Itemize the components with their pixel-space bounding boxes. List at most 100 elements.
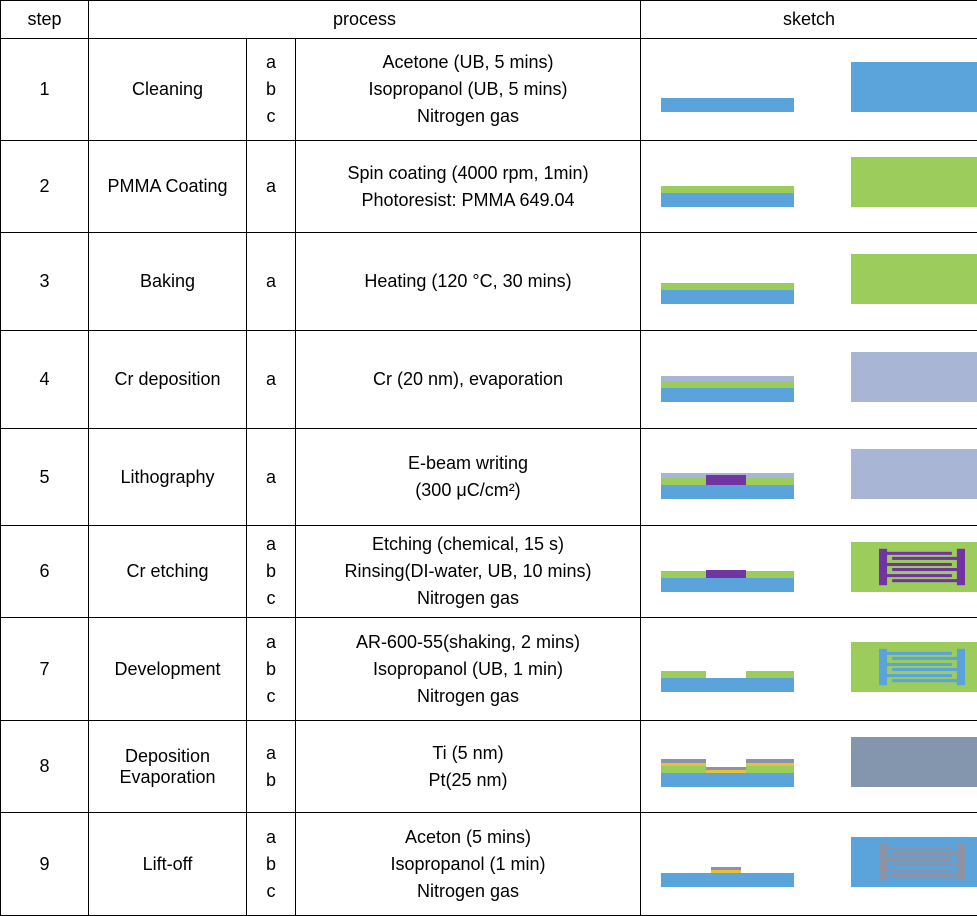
table-row: 3 Baking a Heating (120 °C, 30 mins) <box>0 232 977 331</box>
sketch <box>661 352 977 402</box>
item-text: Nitrogen gas <box>416 880 520 901</box>
table-row: 9 Lift-off a b c Aceton (5 mins) Isopropanol (… <box>0 812 977 916</box>
layer <box>746 759 794 763</box>
layer <box>661 678 794 692</box>
item-label: c <box>266 880 276 901</box>
layer <box>661 376 794 381</box>
item-text: Pt(25 nm) <box>428 769 508 790</box>
item-text: Isopropanol (UB, 5 mins) <box>368 79 568 99</box>
table-row: 2 PMMA Coating a Spin coating (4000 rpm, 1m… <box>0 140 977 233</box>
layer <box>661 98 794 112</box>
layer <box>661 290 794 304</box>
item-text: Aceton (5 mins) <box>404 826 532 847</box>
sketch <box>661 449 977 499</box>
item-label: b <box>265 561 276 581</box>
layer <box>661 193 794 207</box>
item-texts: Acetone (UB, 5 mins) Isopropanol (UB, 5 m… <box>295 38 641 141</box>
item-labels: a <box>246 232 296 331</box>
item-label: c <box>266 588 276 608</box>
item-label: a <box>265 369 276 389</box>
header-cell: sketch <box>640 0 977 39</box>
sketch <box>661 837 977 887</box>
item-texts: Heating (120 °C, 30 mins) <box>295 232 641 331</box>
layer <box>711 867 741 870</box>
item-text: Acetone (UB, 5 mins) <box>382 52 554 72</box>
sketch <box>661 157 977 207</box>
table-row: 6 Cr etching a b c Etching (chemical, 15 s) Ri… <box>0 525 977 618</box>
sketch-cell <box>640 140 977 233</box>
layer <box>661 578 794 592</box>
table-row: 8 Deposition Evaporation a b Ti (5 nm) Pt(25 … <box>0 720 977 813</box>
item-label: a <box>265 534 276 554</box>
layer <box>661 763 706 766</box>
item-texts: AR-600-55(shaking, 2 mins) Isopropanol (U… <box>295 617 641 721</box>
table-row: 5 Lithography a E-beam writing (300 μC/cm²) <box>0 428 977 526</box>
layer <box>661 773 794 787</box>
step-cell: 8 <box>0 720 89 813</box>
step-cell: 5 <box>0 428 89 526</box>
item-texts: E-beam writing (300 μC/cm²) <box>295 428 641 526</box>
table-body: 1 Cleaning a b c Acetone (UB, 5 mins) Isopropa… <box>0 38 977 916</box>
item-text: Heating (120 °C, 30 mins) <box>364 271 572 291</box>
sketch-cell <box>640 330 977 429</box>
table-row: 4 Cr deposition a Cr (20 nm), evaporation <box>0 330 977 429</box>
item-label: b <box>265 853 276 874</box>
layer <box>851 157 977 207</box>
item-text: Isopropanol (1 min) <box>390 853 546 874</box>
item-label: a <box>265 271 276 291</box>
item-label: a <box>265 176 276 196</box>
layer <box>661 186 794 193</box>
header-cell: process <box>88 0 641 39</box>
item-labels: a <box>246 140 296 233</box>
step-name: Lithography <box>88 428 247 526</box>
item-text: Rinsing(DI-water, UB, 10 mins) <box>344 561 592 581</box>
step-cell: 3 <box>0 232 89 331</box>
item-texts: Ti (5 nm) Pt(25 nm) <box>295 720 641 813</box>
step-name: Deposition Evaporation <box>88 720 247 813</box>
layer <box>851 642 977 692</box>
item-texts: Etching (chemical, 15 s) Rinsing(DI-water… <box>295 525 641 618</box>
layer <box>661 671 706 678</box>
item-label: c <box>266 106 276 126</box>
table-row: 7 Development a b c AR-600-55(shaking, 2 mins… <box>0 617 977 721</box>
sketch-cell <box>640 232 977 331</box>
item-label: a <box>265 631 276 652</box>
layer <box>851 837 977 887</box>
item-label: a <box>265 466 276 487</box>
item-labels: a <box>246 428 296 526</box>
item-text: E-beam writing (300 μC/cm²) <box>407 453 529 500</box>
item-label: a <box>265 742 276 763</box>
layer <box>851 542 977 592</box>
item-text: Nitrogen gas <box>416 685 520 706</box>
sketch-cell <box>640 617 977 721</box>
step-cell: 4 <box>0 330 89 429</box>
layer <box>851 352 977 402</box>
item-label: a <box>265 52 276 72</box>
layer <box>706 570 746 578</box>
step-name: Baking <box>88 232 247 331</box>
sketch-cell <box>640 38 977 141</box>
step-cell: 9 <box>0 812 89 916</box>
layer <box>746 766 794 773</box>
layer <box>706 475 746 485</box>
layer <box>706 770 746 773</box>
sketch-cell <box>640 428 977 526</box>
layer <box>661 873 794 887</box>
sketch <box>661 62 977 112</box>
layer <box>661 485 794 499</box>
layer <box>746 763 794 766</box>
layer <box>661 283 794 290</box>
item-texts: Aceton (5 mins) Isopropanol (1 min) Nitrog… <box>295 812 641 916</box>
item-label: c <box>266 685 276 706</box>
layer <box>711 870 741 873</box>
sketch <box>661 254 977 304</box>
item-texts: Spin coating (4000 rpm, 1min) Photoresis… <box>295 140 641 233</box>
step-name: Cr deposition <box>88 330 247 429</box>
sketch-cell <box>640 525 977 618</box>
step-name: PMMA Coating <box>88 140 247 233</box>
